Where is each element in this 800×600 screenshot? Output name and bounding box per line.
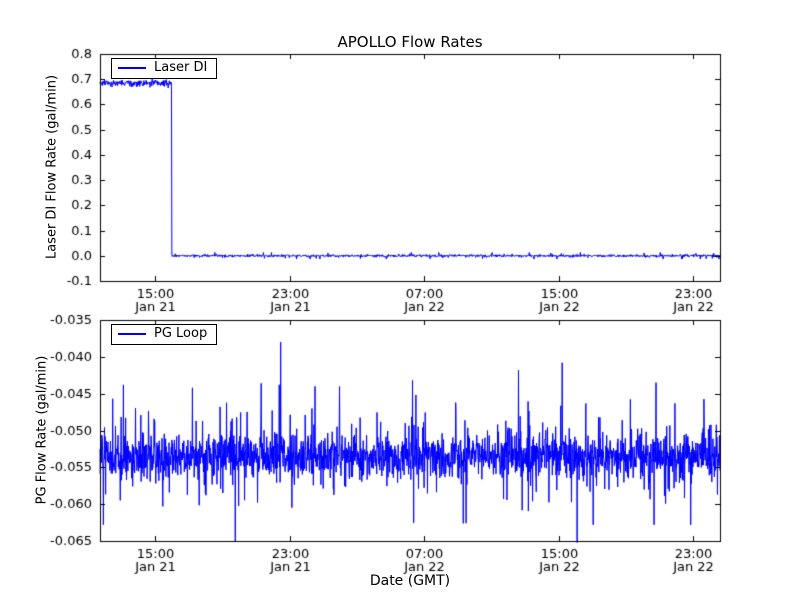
legend-label: Laser DI — [154, 60, 208, 75]
legend-pg-loop: PG Loop — [111, 324, 218, 345]
legend-laser-di: Laser DI — [111, 58, 218, 79]
legend-line-sample-icon — [118, 67, 146, 69]
y-axis-label-bottom: PG Flow Rate (gal/min) — [34, 355, 50, 505]
legend-line-sample-icon — [118, 333, 146, 335]
x-axis-label: Date (GMT) — [369, 573, 451, 589]
legend-label: PG Loop — [154, 326, 208, 341]
y-axis-label-top: Laser DI Flow Rate (gal/min) — [44, 74, 60, 260]
chart-title: APOLLO Flow Rates — [337, 33, 483, 51]
